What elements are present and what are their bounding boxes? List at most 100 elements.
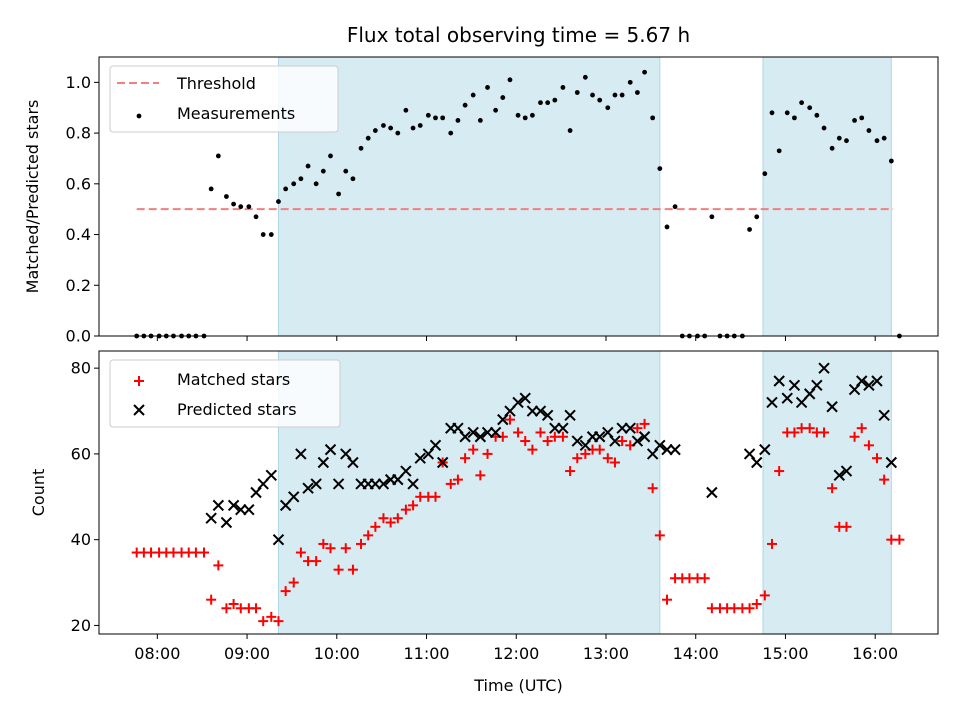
top-observing-window-0 [277,56,661,337]
measurement-point [395,130,401,136]
matched-star-point [520,436,531,447]
predicted-star-point [818,362,830,374]
measurement-point [253,214,259,220]
measurement-point [634,90,640,95]
measurement-point [776,148,782,154]
matched-star-point [594,444,605,455]
measurement-point [552,97,558,103]
measurement-point [784,110,790,116]
predicted-star-point [220,516,233,529]
measurement-point [754,214,760,220]
measurement-point [619,92,625,98]
top-x-ticks [156,336,876,341]
measurement-point [224,194,229,199]
matched-star-point [856,423,867,434]
matched-star-point [819,427,830,438]
legend-measurements-marker [136,113,142,119]
bottom-y-axis: 20 40 60 80 [71,359,99,635]
predicted-star-point [459,431,471,443]
matched-star-point [318,538,329,549]
measurement-point [627,79,633,85]
predicted-star-point [766,396,778,409]
matched-star-point [759,590,770,601]
predicted-star-point [885,456,898,469]
predicted-star-point [534,405,547,417]
matched-star-point [408,500,419,511]
matched-star-point [647,483,658,494]
legend-threshold-label: Threshold [176,74,256,93]
top-y-tick-label: 0.6 [66,174,91,193]
measurement-point [470,92,476,98]
predicted-star-point [212,499,225,512]
matched-star-point [460,453,471,464]
measurement-point [597,97,603,103]
predicted-star-point [863,379,875,392]
bottom-y-tick-label: 80 [71,359,91,378]
matched-star-point [295,547,306,558]
matched-star-point [849,431,860,442]
measurement-point [881,135,887,141]
measurement-point [612,92,618,98]
bottom-y-axis-label: Count [29,469,48,517]
measurement-point [538,100,543,106]
top-chart-title: Flux total observing time = 5.67 h [347,23,690,47]
matched-star-point [468,444,479,455]
predicted-star-point [332,478,345,490]
measurement-point [485,85,490,90]
predicted-star-point [856,375,868,387]
measurement-point [283,186,289,192]
bottom-x-tick-label: 16:00 [852,644,898,663]
measurement-point [769,110,775,116]
bottom-x-axis-label: Time (UTC) [473,676,562,695]
matched-star-point [378,513,389,524]
predicted-star-point [265,469,277,482]
matched-star-point [609,457,620,468]
matched-star-point [504,414,515,425]
matched-star-point [699,573,710,584]
bottom-legend: Matched stars Predicted stars [109,359,341,428]
matched-star-point [527,444,538,455]
measurement-point [792,115,797,121]
matched-star-point [632,423,643,434]
matched-star-point [400,504,411,515]
measurement-point [276,199,281,204]
measurement-point [807,105,813,111]
measurement-point [268,232,274,237]
measurement-point [590,92,595,98]
predicted-star-point [878,409,890,422]
measurement-point [215,153,221,159]
measurement-point [888,158,894,164]
bottom-x-tick-label: 13:00 [583,644,629,663]
predicted-star-point [631,435,644,447]
matched-star-point [863,440,874,451]
measurement-point [246,204,252,210]
matched-star-point [370,521,381,532]
predicted-star-point [324,443,337,456]
measurement-point [582,74,588,80]
measurement-point [515,112,521,118]
matched-star-point [602,453,613,464]
measurement-point [343,168,349,174]
matched-star-point [827,483,838,494]
matched-star-point [475,470,486,481]
matched-star-point [228,598,239,609]
top-legend-box [109,65,339,133]
measurement-point [567,128,573,133]
matched-star-point [580,448,591,459]
matched-star-point [430,491,441,502]
measurement-point [866,128,872,133]
matched-star-point [565,466,576,477]
measurement-point [664,224,670,230]
measurement-point [574,90,580,95]
bottom-x-axis: 08:00 09:00 10:00 11:00 12:00 13:00 14:00 15:00… [134,634,898,663]
measurement-point [381,123,386,128]
matched-star-point [452,474,463,485]
measurement-point [328,153,333,159]
matched-star-point [445,478,456,489]
predicted-stars-points [205,362,898,546]
matched-star-point [572,453,583,464]
bottom-legend-box [109,359,341,428]
top-legend: Threshold Measurements [109,65,339,133]
bottom-y-tick-label: 20 [71,616,91,635]
measurement-point [560,85,566,90]
